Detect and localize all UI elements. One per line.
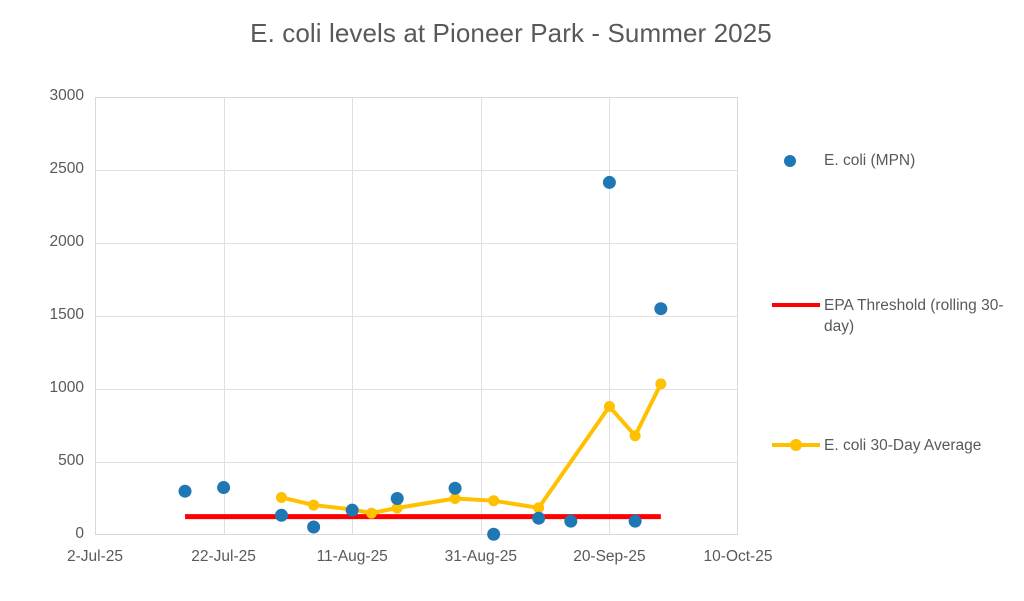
legend-key-line-marker	[770, 435, 822, 455]
x-axis-tick-label: 20-Sep-25	[573, 548, 646, 565]
gridline-vertical	[480, 98, 482, 534]
chart-title-text: E. coli levels at Pioneer Park - Summer …	[250, 18, 772, 48]
gridline-vertical	[609, 98, 611, 534]
legend-marker-icon	[790, 439, 802, 451]
legend-item[interactable]: E. coli 30-Day Average	[770, 435, 1020, 456]
gridline-horizontal	[96, 462, 737, 463]
x-axis-tick-label: 2-Jul-25	[67, 548, 123, 565]
y-axis-tick-label: 500	[58, 452, 84, 469]
x-axis-tick-label: 31-Aug-25	[444, 548, 517, 565]
legend-item-label: EPA Threshold (rolling 30-day)	[824, 297, 1004, 335]
y-axis-tick-label: 3000	[49, 87, 84, 104]
x-axis: 2-Jul-25 22-Jul-25 11-Aug-25 31-Aug-25 20-Se…	[0, 548, 1024, 574]
legend-item-label: E. coli 30-Day Average	[824, 437, 982, 454]
x-axis-tick-label: 22-Jul-25	[191, 548, 256, 565]
y-axis-tick-label: 2500	[49, 160, 84, 177]
plot-area	[95, 97, 738, 535]
gridline-horizontal	[96, 243, 737, 244]
y-axis-tick-label: 2000	[49, 233, 84, 250]
legend-marker-icon	[784, 155, 796, 167]
gridline-horizontal	[96, 170, 737, 171]
chart-title: E. coli levels at Pioneer Park - Summer …	[0, 18, 1024, 49]
y-axis-tick-label: 1500	[49, 306, 84, 323]
gridline-horizontal	[96, 389, 737, 390]
x-axis-tick-label: 11-Aug-25	[316, 548, 388, 565]
y-axis-tick-label: 1000	[49, 379, 84, 396]
legend-key-marker	[770, 150, 822, 170]
gridline-vertical	[352, 98, 354, 534]
legend-line-icon	[772, 303, 820, 307]
legend-key-line	[770, 295, 822, 315]
gridline-vertical	[223, 98, 225, 534]
legend-item[interactable]: EPA Threshold (rolling 30-day)	[770, 295, 1020, 337]
legend-item[interactable]: E. coli (MPN)	[770, 150, 1020, 171]
x-axis-tick-label: 10-Oct-25	[703, 548, 773, 565]
gridline-horizontal	[96, 316, 737, 317]
y-axis-tick-label: 0	[75, 525, 84, 542]
legend-item-label: E. coli (MPN)	[824, 152, 916, 169]
